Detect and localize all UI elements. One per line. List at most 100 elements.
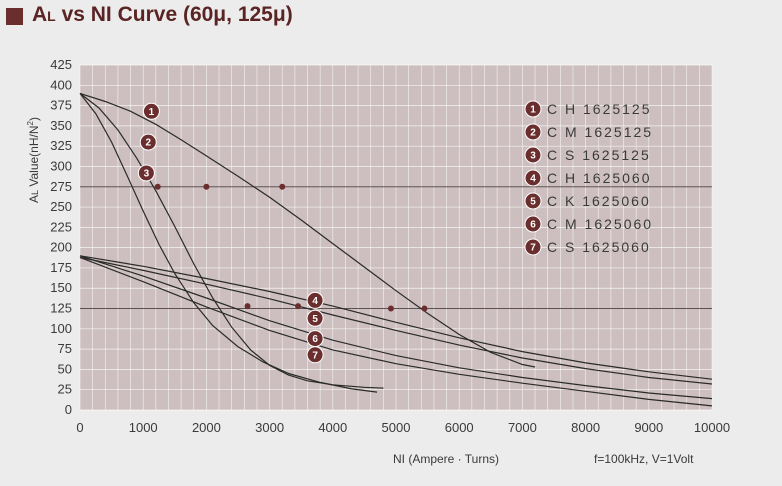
legend-marker-label: 2	[530, 128, 536, 139]
data-point	[279, 183, 286, 190]
curve-marker-circle	[139, 133, 157, 151]
series-line-6	[79, 255, 713, 400]
curve-marker-5: 5	[306, 309, 324, 327]
legend-item-4: 4 C H 1625060	[524, 169, 652, 187]
curve-marker-label: 5	[312, 314, 318, 325]
curve-marker-7: 7	[306, 346, 324, 364]
curve-marker-6: 6	[306, 330, 324, 348]
curve-marker-label: 7	[312, 350, 318, 361]
y-tick-label: 375	[50, 98, 72, 113]
measurement-note: f=100kHz, V=1Volt	[594, 452, 694, 466]
data-point	[295, 303, 302, 310]
page-title: AL vs NI Curve (60μ, 125μ)	[32, 3, 293, 27]
title-square-icon	[6, 8, 23, 25]
legend-marker	[524, 123, 542, 141]
curve-marker-label: 6	[312, 334, 318, 345]
y-tick-label: 125	[50, 301, 72, 316]
legend-item-7: 7 C S 1625060	[524, 238, 651, 256]
data-point	[421, 305, 428, 312]
legend-label: C H 1625125	[547, 101, 652, 117]
x-tick-label: 6000	[445, 420, 474, 435]
data-point	[154, 183, 161, 190]
legend-item-2: 2 C M 1625125	[524, 123, 653, 141]
curve-marker-circle	[306, 346, 324, 364]
x-tick-label: 3000	[255, 420, 284, 435]
legend-marker-label: 5	[530, 197, 536, 208]
curve-marker-label: 3	[144, 168, 150, 179]
x-tick-label: 8000	[571, 420, 600, 435]
x-tick-label: 1000	[129, 420, 158, 435]
x-tick-label: 5000	[382, 420, 411, 435]
legend-label: C H 1625060	[547, 170, 652, 186]
legend-marker-label: 1	[530, 105, 536, 116]
y-tick-label: 0	[65, 402, 72, 417]
legend-label: C S 1625060	[547, 239, 651, 255]
curve-marker-circle	[142, 102, 160, 120]
series-line-7	[79, 256, 713, 407]
y-tick-label: 50	[58, 361, 72, 376]
title-subscript: L	[47, 8, 56, 24]
x-tick-label: 4000	[318, 420, 347, 435]
x-tick-label: 9000	[634, 420, 663, 435]
y-axis-label: AL Value(nH/N2)	[26, 117, 41, 203]
y-tick-label: 75	[58, 341, 72, 356]
legend-marker	[524, 192, 542, 210]
y-tick-label: 300	[50, 158, 72, 173]
legend-marker	[524, 146, 542, 164]
curve-markers: 1 2 3 4 5 6 7	[137, 102, 324, 364]
legend-marker	[524, 100, 542, 118]
data-point	[387, 305, 394, 312]
legend-marker-label: 3	[530, 151, 536, 162]
curve-marker-label: 4	[312, 296, 318, 307]
legend-marker-label: 6	[530, 220, 536, 231]
series-line-4	[79, 255, 713, 380]
y-tick-label: 150	[50, 280, 72, 295]
series-line-3	[79, 93, 378, 393]
legend-marker	[524, 169, 542, 187]
x-tick-label: 10000	[694, 420, 730, 435]
curve-marker-label: 2	[145, 138, 151, 149]
y-tick-label: 250	[50, 199, 72, 214]
y-tick-label: 275	[50, 179, 72, 194]
curve-marker-4: 4	[306, 291, 324, 309]
curve-marker-label: 1	[149, 107, 155, 118]
curve-marker-2: 2	[139, 133, 157, 151]
y-tick-label: 225	[50, 219, 72, 234]
data-point	[203, 183, 210, 190]
y-tick-label: 100	[50, 321, 72, 336]
legend-marker-label: 4	[530, 174, 536, 185]
legend-label: C K 1625060	[547, 193, 651, 209]
title-main: A	[32, 3, 48, 26]
x-tick-label: 2000	[192, 420, 221, 435]
legend-marker	[524, 238, 542, 256]
tick-labels: 0255075100125150175200225250275300325350…	[50, 57, 730, 435]
title-rest: vs NI Curve (60μ, 125μ)	[55, 3, 293, 26]
legend-label: C S 1625125	[547, 147, 651, 163]
curve-marker-circle	[306, 309, 324, 327]
legend-marker-label: 7	[530, 243, 536, 254]
y-tick-label: 200	[50, 240, 72, 255]
legend-item-5: 5 C K 1625060	[524, 192, 651, 210]
title-bar: AL vs NI Curve (60μ, 125μ)	[0, 0, 782, 40]
curve-marker-circle	[137, 164, 155, 182]
y-tick-label: 25	[58, 382, 72, 397]
data-point	[244, 303, 251, 310]
series-lines	[79, 92, 713, 407]
curve-marker-circle	[306, 291, 324, 309]
y-tick-label: 350	[50, 118, 72, 133]
legend-item-6: 6 C M 1625060	[524, 215, 653, 233]
legend-marker	[524, 215, 542, 233]
x-tick-label: 7000	[508, 420, 537, 435]
grid-lines	[79, 64, 713, 411]
y-tick-label: 425	[50, 57, 72, 72]
legend-label: C M 1625125	[547, 124, 653, 140]
curve-marker-3: 3	[137, 164, 155, 182]
legend-item-3: 3 C S 1625125	[524, 146, 651, 164]
data-points	[154, 183, 428, 312]
legend: 1 C H 1625125 2 C M 1625125 3 C S 1625125 4 C H…	[524, 100, 653, 256]
y-tick-label: 400	[50, 77, 72, 92]
x-tick-label: 0	[76, 420, 83, 435]
curve-marker-1: 1	[142, 102, 160, 120]
legend-label: C M 1625060	[547, 216, 653, 232]
